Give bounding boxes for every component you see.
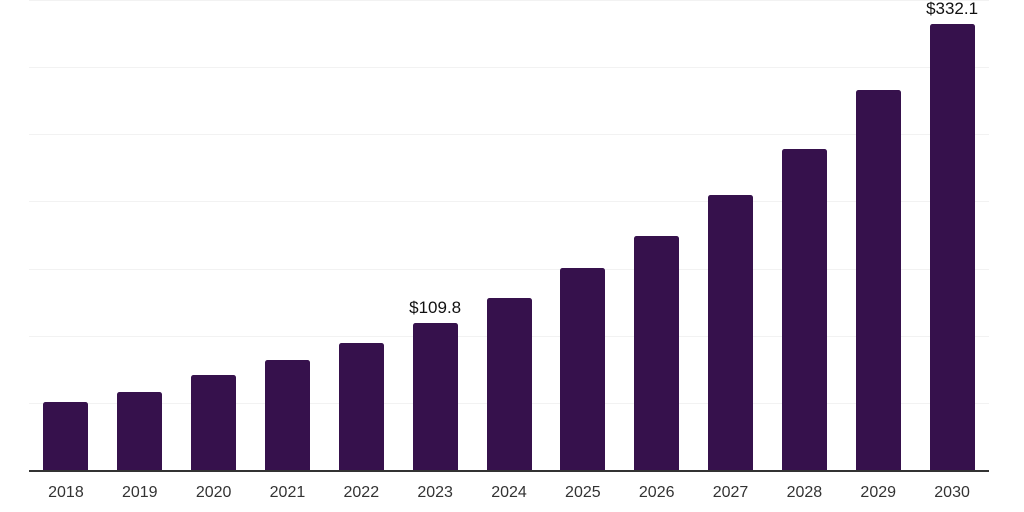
bar-2021 [264, 360, 310, 470]
x-axis-line [29, 470, 989, 472]
bar-value-label-2030: $332.1 [926, 0, 979, 19]
x-tick-label-2028: 2028 [786, 484, 823, 501]
x-tick-label-2019: 2019 [121, 484, 158, 501]
x-tick-label-2022: 2022 [343, 484, 380, 501]
bar-value-label-2023: $109.8 [409, 297, 462, 317]
x-tick-label-2018: 2018 [48, 484, 84, 501]
gridline-250 [29, 134, 989, 136]
x-tick-label-2021: 2021 [269, 484, 306, 501]
x-tick-label-2027: 2027 [712, 484, 749, 501]
x-tick-label-2020: 2020 [195, 484, 232, 501]
bar-2023 [412, 322, 458, 470]
bar-2020 [191, 375, 237, 470]
bar-2027 [708, 194, 754, 470]
bar-2022 [338, 342, 384, 470]
x-tick-label-2023: 2023 [417, 484, 453, 501]
x-tick-label-2030: 2030 [934, 484, 970, 501]
bar-2018 [43, 401, 89, 470]
x-tick-label-2029: 2029 [860, 484, 897, 501]
plot-area: $109.8 $332.1 [29, 0, 989, 470]
x-tick-label-2024: 2024 [491, 484, 527, 501]
bar-2030 [929, 24, 975, 470]
bar-2025 [560, 268, 606, 470]
bar-2029 [855, 90, 901, 470]
bar-2019 [117, 392, 163, 470]
bar-2026 [634, 235, 680, 470]
x-axis-labels: 2018 2019 2020 2021 2022 2023 2024 2025 2026 2027… [29, 483, 989, 507]
bar-2024 [486, 297, 532, 470]
x-tick-label-2026: 2026 [638, 484, 675, 501]
gridline-200 [29, 201, 989, 203]
bar-2028 [781, 148, 827, 470]
gridline-350 [29, 0, 989, 1]
gridline-300 [29, 67, 989, 69]
gridline-150 [29, 268, 989, 270]
x-tick-label-2025: 2025 [565, 484, 601, 501]
